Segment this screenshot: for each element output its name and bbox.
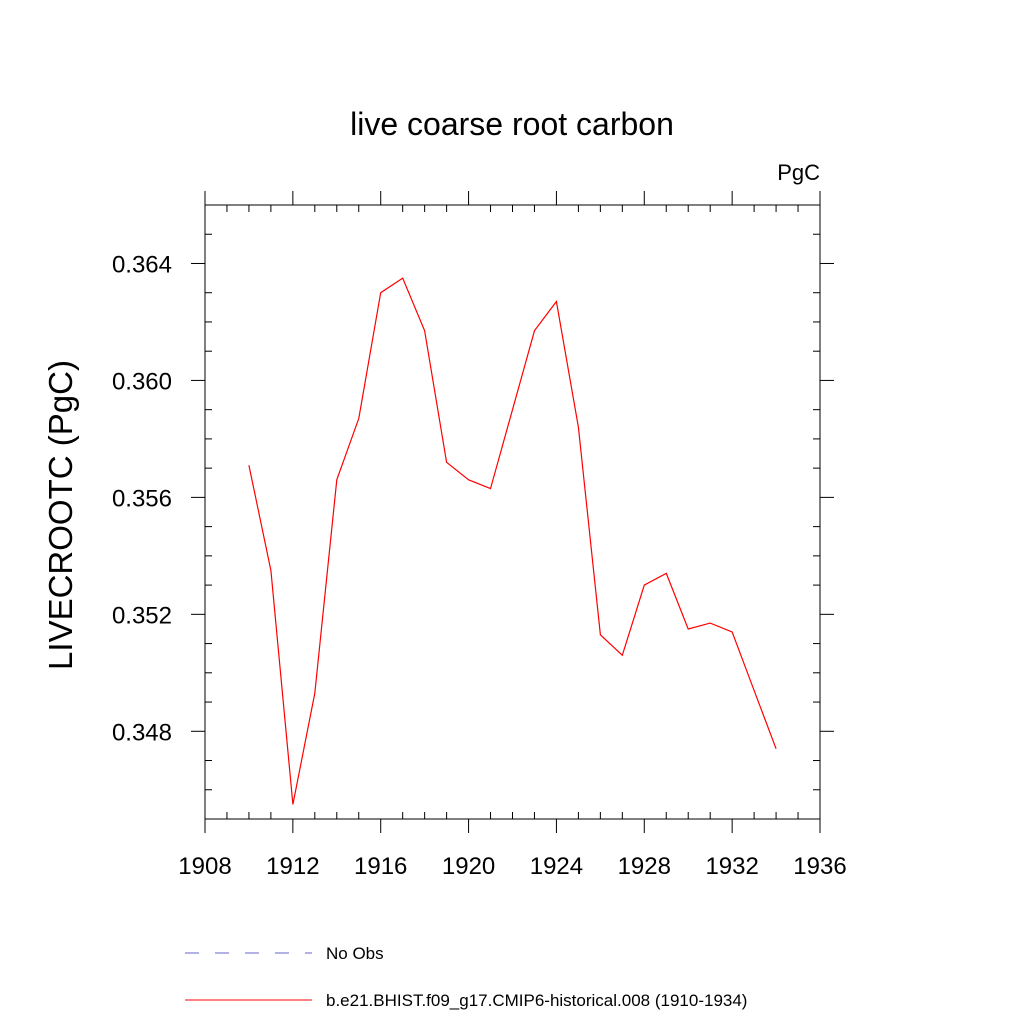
y-axis-label: LIVECROOTC (PgC) <box>42 360 79 670</box>
y-tick-label: 0.352 <box>112 602 172 629</box>
units-label: PgC <box>777 160 820 185</box>
x-tick-label: 1928 <box>618 853 671 880</box>
x-tick-label: 1936 <box>793 853 846 880</box>
x-tick-label: 1908 <box>178 853 231 880</box>
legend-label-1: b.e21.BHIST.f09_g17.CMIP6-historical.008… <box>326 991 747 1010</box>
y-tick-label: 0.364 <box>112 251 172 278</box>
x-tick-label: 1932 <box>705 853 758 880</box>
chart-title: live coarse root carbon <box>350 106 674 142</box>
plot-frame <box>204 204 821 820</box>
y-tick-label: 0.360 <box>112 368 172 395</box>
x-tick-label: 1924 <box>530 853 583 880</box>
legend-label-0: No Obs <box>326 944 384 963</box>
y-tick-label: 0.356 <box>112 485 172 512</box>
x-tick-label: 1920 <box>442 853 495 880</box>
legend: No Obs b.e21.BHIST.f09_g17.CMIP6-historic… <box>185 944 747 1010</box>
y-tick-label: 0.348 <box>112 719 172 746</box>
plot-area: 1908 1912 1916 1920 1924 1928 1932 1936 0.348 0.3… <box>112 191 847 880</box>
series-line-1 <box>248 277 777 805</box>
x-tick-label: 1912 <box>266 853 319 880</box>
x-tick-label: 1916 <box>354 853 407 880</box>
